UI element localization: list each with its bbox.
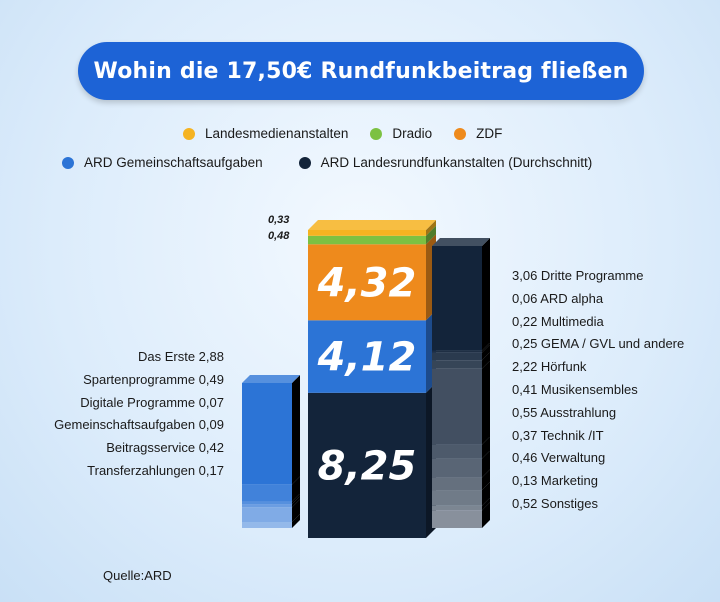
legend-item-ard-gemeinschaft: ARD Gemeinschaftsaufgaben (62, 155, 263, 170)
right-column-segment (432, 352, 482, 361)
left-item: Gemeinschaftsaufgaben 0,09 (54, 417, 224, 433)
left-column-segment-side (292, 496, 300, 508)
right-item: 2,22 Hörfunk (512, 359, 587, 375)
right-column-segment-side (482, 352, 490, 369)
left-column-segment (242, 484, 292, 502)
legend-dot-zdf (454, 127, 467, 140)
right-column-segment-side (482, 502, 490, 528)
left-item: Spartenprogramme 0,49 (83, 371, 224, 387)
bar-segment-3 (308, 235, 426, 245)
right-column-segment-side (482, 360, 490, 445)
left-item: Beitragsservice 0,42 (106, 440, 224, 456)
bar-segment-2 (308, 244, 426, 321)
legend-row-2: ARD Gemeinschaftsaufgaben ARD Landesrund… (62, 155, 614, 170)
right-column-segment-side (482, 342, 490, 353)
right-column-segment (432, 368, 482, 445)
legend-item-zdf: ZDF (454, 126, 502, 141)
bar-segment-4 (308, 230, 426, 236)
left-column-segment (242, 382, 292, 485)
right-column-segment (432, 510, 482, 528)
bar-top-face (308, 220, 436, 230)
value-label-dradio: 0,48 (268, 230, 290, 242)
bar-value-label-2: 4,32 (317, 260, 417, 306)
left-column-segment (242, 522, 292, 528)
value-label-landesmedien: 0,33 (268, 214, 290, 226)
left-column-segment-side (292, 499, 300, 523)
right-item: 0,37 Technik /IT (512, 427, 604, 443)
left-column-segment (242, 501, 292, 505)
legend-label: Dradio (392, 126, 433, 141)
right-item: 0,06 ARD alpha (512, 290, 604, 306)
legend-item-landesmedienanstalten: Landesmedienanstalten (183, 126, 348, 141)
right-column-segment-side (482, 450, 490, 478)
right-column-segment (432, 505, 482, 511)
bar-value-label-0: 8,25 (318, 443, 417, 489)
right-column-segment (432, 458, 482, 478)
right-column-segment-side (482, 469, 490, 491)
legend-dot-landesmedienanstalten (183, 127, 195, 140)
right-item: 0,52 Sonstiges (512, 495, 599, 511)
left-column-segment (242, 507, 292, 523)
left-item: Das Erste 2,88 (138, 349, 224, 364)
right-column-segment (432, 444, 482, 459)
left-column-top-face (242, 374, 300, 383)
right-column-segment-side (482, 482, 490, 506)
right-item: 0,22 Multimedia (512, 313, 604, 329)
right-item: 0,13 Marketing (512, 473, 598, 489)
chart-title: Wohin die 17,50€ Rundfunkbeitrag fließen (93, 58, 629, 84)
title-banner: Wohin die 17,50€ Rundfunkbeitrag fließen (78, 42, 644, 100)
right-item: 0,41 Musikensembles (512, 381, 638, 397)
legend-dot-ard-gemeinschaft (62, 156, 74, 169)
legend-label: ARD Landesrundfunkanstalten (Durchschnit… (320, 155, 593, 170)
legend-item-dradio: Dradio (370, 126, 432, 141)
bar-segment-side-3 (426, 225, 436, 245)
bar-value-label-1: 4,12 (317, 335, 417, 381)
right-column-segment (432, 350, 482, 353)
bar-segment-1 (308, 320, 426, 393)
bar-segment-0 (308, 392, 426, 538)
right-column-top-face (432, 238, 490, 246)
left-item: Digitale Programme 0,07 (80, 394, 224, 410)
right-item: 0,46 Verwaltung (512, 450, 606, 466)
small-value-labels: 0,33 0,48 (268, 212, 289, 244)
right-column-segment-side (482, 497, 490, 511)
legend-dot-ard-landes (298, 156, 311, 169)
legend-item-ard-landes: ARD Landesrundfunkanstalten (Durchschnit… (298, 155, 593, 170)
right-item: 0,55 Ausstrahlung (512, 404, 617, 420)
right-item: 0,25 GEMA / GVL und andere (512, 336, 685, 352)
right-item: 3,06 Dritte Programme (512, 268, 644, 283)
legend-label: ARD Gemeinschaftsaufgaben (84, 155, 263, 170)
left-breakdown: Das Erste 2,88 Spartenprogramme 0,49 Dig… (54, 346, 224, 483)
left-item: Transferzahlungen 0,17 (87, 462, 224, 478)
right-column-segment (432, 360, 482, 369)
right-column-segment-side (482, 238, 490, 351)
right-column-segment-side (482, 436, 490, 459)
legend-dot-dradio (370, 127, 383, 140)
source-note: Quelle:ARD (103, 568, 172, 583)
right-column-segment-side (482, 344, 490, 361)
left-column-segment (242, 504, 292, 508)
right-column-segment (432, 246, 482, 351)
left-column-segment-side (292, 493, 300, 505)
legend-row-1: Landesmedienanstalten Dradio ZDF (183, 126, 524, 141)
right-column-segment (432, 490, 482, 506)
left-column-segment-side (292, 374, 300, 485)
bar-segment-side-4 (426, 220, 436, 236)
legend-label: ZDF (476, 126, 503, 141)
right-column-segment (432, 477, 482, 491)
right-breakdown: 3,06 Dritte Programme 0,06 ARD alpha 0,2… (512, 265, 684, 516)
legend-label: Landesmedienanstalten (205, 126, 349, 141)
left-column-segment-side (292, 514, 300, 528)
left-column-segment-side (292, 476, 300, 502)
